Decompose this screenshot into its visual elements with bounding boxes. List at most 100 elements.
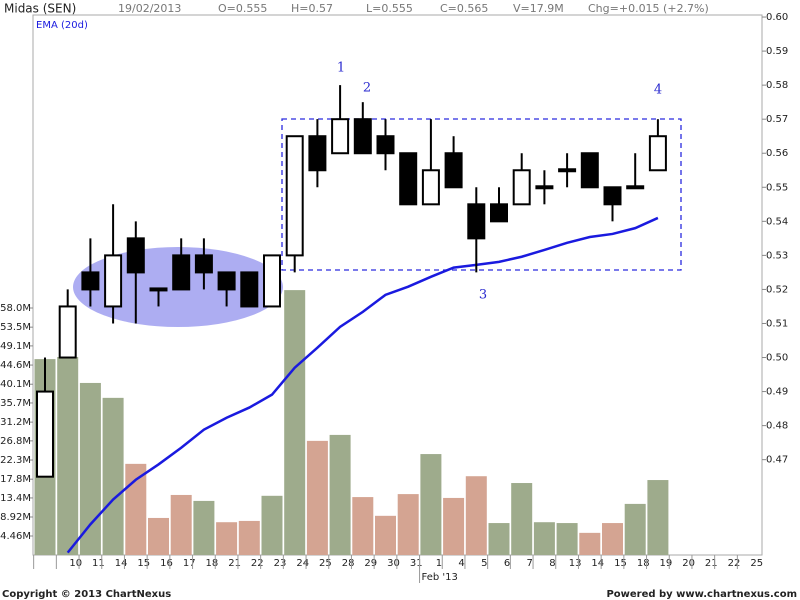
month-label: Feb '13 bbox=[422, 572, 458, 583]
y2-tick-label: 53.5M bbox=[0, 322, 31, 333]
volume-bar bbox=[443, 497, 465, 555]
volume-bar bbox=[465, 476, 487, 555]
candle-body bbox=[512, 169, 531, 206]
candle-body bbox=[399, 152, 418, 206]
y-tick-label: 0.50 bbox=[766, 353, 788, 364]
x-tick-label: 5 bbox=[481, 558, 487, 569]
candle-body bbox=[36, 390, 54, 478]
candle-body bbox=[353, 118, 372, 155]
x-tick-label: 10 bbox=[69, 558, 82, 569]
annotation: 3 bbox=[479, 288, 487, 303]
header-field: Chg=+0.015 (+2.7%) bbox=[588, 2, 709, 15]
candle-body bbox=[263, 254, 281, 308]
x-tick-label: 19 bbox=[660, 558, 673, 569]
header-field: H=0.57 bbox=[291, 2, 333, 15]
volume-bar bbox=[125, 463, 147, 555]
y2-tick-label: 40.1M bbox=[0, 379, 31, 390]
header-field: 19/02/2013 bbox=[118, 2, 181, 15]
x-tick-label: 30 bbox=[387, 558, 400, 569]
y2-tick-label: 4.46M bbox=[0, 531, 31, 542]
candle-body bbox=[126, 237, 145, 274]
y2-tick-label: 35.7M bbox=[0, 398, 31, 409]
x-tick-label: 22 bbox=[251, 558, 264, 569]
x-tick-label: 21 bbox=[705, 558, 718, 569]
volume-bar bbox=[216, 522, 238, 555]
y-tick-label: 0.58 bbox=[766, 80, 788, 91]
candle-body bbox=[376, 135, 395, 155]
volume-bar bbox=[352, 497, 374, 555]
x-tick-label: 18 bbox=[206, 558, 219, 569]
volume-bar bbox=[329, 434, 351, 555]
candle-body bbox=[490, 203, 508, 223]
volume-bar bbox=[624, 503, 646, 555]
x-tick-label: 16 bbox=[160, 558, 173, 569]
x-tick-label: 15 bbox=[137, 558, 150, 569]
volume-bar bbox=[79, 382, 101, 555]
range-box bbox=[281, 118, 682, 271]
y2-tick-label: 49.1M bbox=[0, 341, 31, 352]
candle-body bbox=[421, 169, 440, 206]
y-tick-label: 0.57 bbox=[766, 114, 788, 125]
header-field: L=0.555 bbox=[366, 2, 413, 15]
volume-bar bbox=[533, 522, 555, 555]
x-tick-label: 22 bbox=[728, 558, 741, 569]
volume-bar bbox=[647, 480, 669, 555]
y2-tick-label: 8.92M bbox=[0, 512, 31, 523]
x-tick-label: 4 bbox=[458, 558, 464, 569]
y-tick-label: 0.59 bbox=[766, 46, 788, 57]
candle-body bbox=[558, 168, 577, 173]
x-tick-label: 21 bbox=[228, 558, 241, 569]
volume-bar bbox=[57, 356, 79, 555]
ema-line bbox=[66, 216, 659, 554]
candle-body bbox=[194, 254, 213, 274]
x-tick-label: 14 bbox=[115, 558, 128, 569]
y-tick-label: 0.55 bbox=[766, 182, 788, 193]
volume-bar bbox=[511, 483, 533, 555]
footer-left: Copyright © 2013 ChartNexus bbox=[2, 589, 171, 600]
volume-bar bbox=[375, 515, 396, 555]
x-tick-label: 11 bbox=[92, 558, 105, 569]
volume-bar bbox=[556, 523, 578, 555]
candle-body bbox=[285, 135, 304, 257]
y2-tick-label: 44.6M bbox=[0, 360, 31, 371]
y-tick-label: 0.51 bbox=[766, 318, 788, 329]
candle-body bbox=[172, 254, 191, 291]
volume-bar bbox=[602, 523, 623, 555]
annotation: 4 bbox=[654, 83, 662, 98]
x-tick-label: 25 bbox=[750, 558, 763, 569]
y-tick-label: 0.47 bbox=[766, 455, 788, 466]
candle-body bbox=[104, 254, 123, 308]
header-field: C=0.565 bbox=[440, 2, 488, 15]
volume-bar bbox=[284, 290, 306, 555]
candle-body bbox=[467, 203, 486, 240]
plot-frame bbox=[32, 14, 763, 556]
footer-right: Powered by www.chartnexus.com bbox=[606, 589, 797, 600]
y2-tick-label: 26.8M bbox=[0, 436, 31, 447]
candle-body bbox=[331, 118, 350, 155]
x-tick-label: 31 bbox=[410, 558, 423, 569]
volume-bar bbox=[238, 520, 260, 555]
candle-body bbox=[81, 271, 100, 291]
candle-body bbox=[580, 152, 599, 189]
x-tick-label: 28 bbox=[342, 558, 355, 569]
x-tick-label: 29 bbox=[364, 558, 377, 569]
x-tick-label: 1 bbox=[436, 558, 442, 569]
candle-body bbox=[240, 271, 259, 308]
candle-body bbox=[308, 135, 327, 172]
volume-bar bbox=[306, 440, 328, 555]
candle-body bbox=[149, 287, 168, 292]
candle-body bbox=[58, 305, 77, 359]
y-tick-label: 0.54 bbox=[766, 216, 788, 227]
x-tick-label: 25 bbox=[319, 558, 332, 569]
volume-bar bbox=[420, 454, 442, 555]
y2-tick-label: 58.0M bbox=[0, 303, 31, 314]
volume-bar bbox=[488, 523, 510, 555]
volume-bar bbox=[148, 517, 169, 555]
chart-title: Midas (SEN) bbox=[4, 2, 76, 16]
x-tick-label: 17 bbox=[183, 558, 196, 569]
x-tick-label: 14 bbox=[591, 558, 604, 569]
volume-bar bbox=[261, 495, 283, 555]
candle-body bbox=[535, 185, 554, 190]
y2-tick-label: 31.2M bbox=[0, 417, 31, 428]
